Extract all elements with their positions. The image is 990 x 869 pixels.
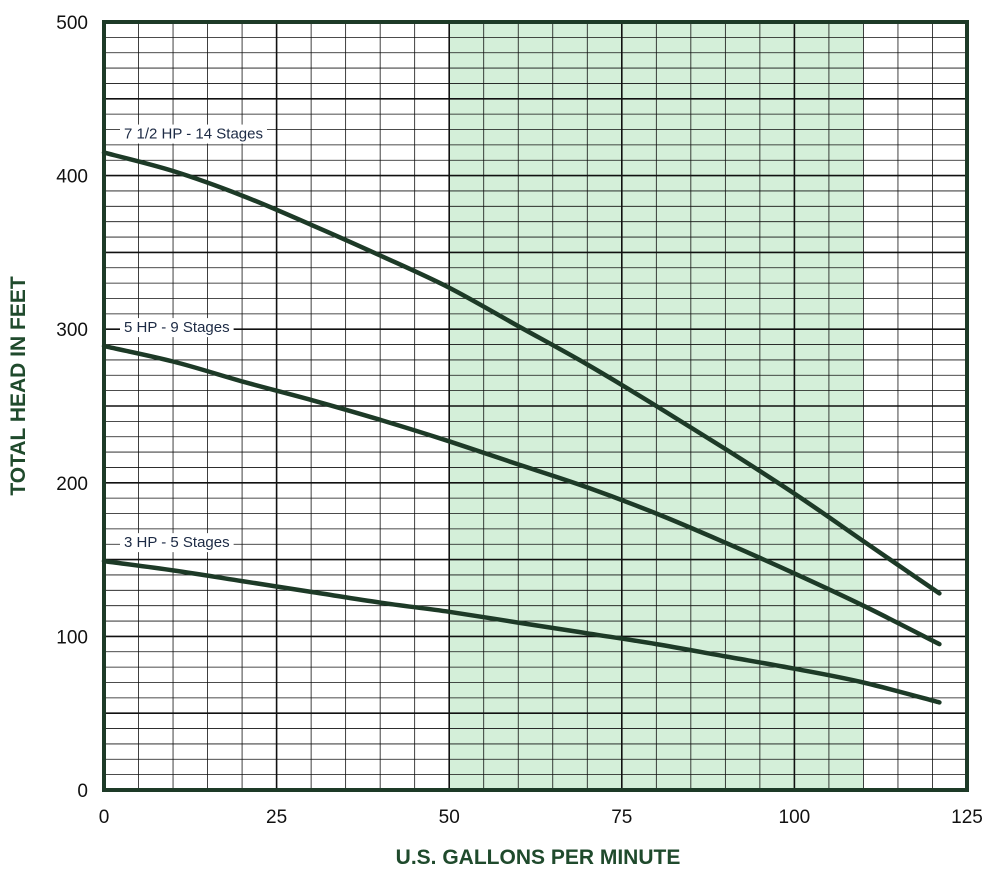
y-tick-label: 0 xyxy=(77,781,88,802)
grid-layer xyxy=(102,20,969,792)
series-label-backing xyxy=(120,124,267,144)
x-tick-label: 50 xyxy=(439,807,460,828)
plot-frame xyxy=(102,20,969,792)
y-axis-title: TOTAL HEAD IN FEET xyxy=(7,276,30,496)
series-label-2: 5 HP - 9 Stages xyxy=(124,319,230,336)
x-tick-label: 100 xyxy=(779,807,811,828)
series-label-3: 3 HP - 5 Stages xyxy=(124,534,230,551)
y-tick-label: 400 xyxy=(56,167,88,188)
x-tick-label: 0 xyxy=(99,807,110,828)
tick-layer: 0 25 50 75 100 125 0 100 200 300 400 500 xyxy=(56,13,983,828)
y-tick-label: 100 xyxy=(56,627,88,648)
series-curve-1 xyxy=(101,150,942,596)
x-axis-title: U.S. GALLONS PER MINUTE xyxy=(396,846,681,869)
x-tick-label: 75 xyxy=(611,807,632,828)
label-layer: 7 1/2 HP - 14 Stages 5 HP - 9 Stages 3 HP … xyxy=(120,124,267,553)
y-tick-label: 500 xyxy=(56,13,88,34)
series-label-backing xyxy=(120,533,234,553)
series-curve-2 xyxy=(101,343,942,647)
curve-layer xyxy=(101,150,942,705)
series-label-backing xyxy=(120,318,234,338)
x-tick-label: 125 xyxy=(951,807,983,828)
series-label-1: 7 1/2 HP - 14 Stages xyxy=(124,126,263,143)
x-tick-label: 25 xyxy=(266,807,287,828)
series-curve-3 xyxy=(101,558,942,705)
y-tick-label: 300 xyxy=(56,320,88,341)
y-tick-label: 200 xyxy=(56,474,88,495)
